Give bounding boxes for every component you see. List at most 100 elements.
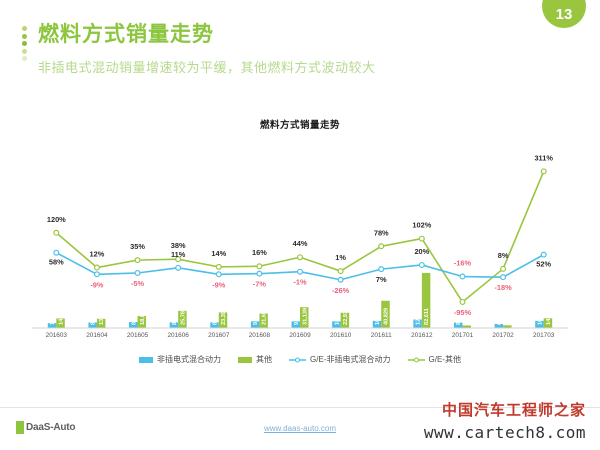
line-blue-value-label: -16%	[454, 259, 472, 268]
footer-url[interactable]: www.daas-auto.com	[263, 424, 337, 433]
line-blue-point[interactable]	[378, 266, 385, 273]
bar-blue[interactable]	[47, 323, 57, 328]
legend-item-3[interactable]: G/E-其他	[407, 354, 461, 365]
x-axis-label: 201603	[46, 332, 68, 339]
chart-canvas: 7,212 14,278 8,202 13,780 8,968 18,021 8,406 25…	[32, 153, 568, 339]
line-green-point[interactable]	[53, 229, 60, 236]
bar-green[interactable]	[259, 313, 268, 328]
bar-green[interactable]	[381, 300, 390, 328]
legend-item-2[interactable]: G/E-非插电式混合动力	[289, 354, 391, 365]
bar-green-label: 40,829	[383, 308, 389, 325]
watermark-url: www.cartech8.com	[423, 423, 586, 442]
line-green-value-label: 78%	[374, 228, 389, 237]
line-green-point[interactable]	[93, 264, 100, 271]
line-green-value-label: 44%	[293, 239, 308, 248]
line-green-point[interactable]	[175, 256, 182, 263]
bar-blue-label: 8,202	[91, 311, 97, 325]
bar-blue[interactable]	[413, 319, 422, 328]
line-blue-point[interactable]	[134, 270, 141, 277]
legend-bar-swatch	[139, 356, 154, 363]
bar-green[interactable]	[96, 318, 106, 328]
bar-blue[interactable]	[291, 321, 301, 328]
chart-card: 燃料方式销量走势 7,212 14,278 8,202 13,780 8,968 18,0…	[14, 112, 586, 390]
bar-green[interactable]	[218, 312, 228, 328]
line-green-point[interactable]	[540, 168, 547, 175]
bar-blue[interactable]	[332, 321, 341, 328]
bar-green[interactable]	[137, 315, 147, 328]
line-blue-point[interactable]	[418, 261, 425, 268]
legend-line-swatch	[289, 356, 307, 363]
bar-green[interactable]	[178, 310, 187, 328]
legend-item-0[interactable]: 非插电式混合动力	[139, 354, 221, 365]
bar-green[interactable]	[543, 318, 553, 328]
line-blue-point[interactable]	[93, 271, 100, 278]
page-subtitle: 非插电式混动销量增速较为平缓，其他燃料方式波动较大	[38, 60, 376, 75]
line-green-value-label: 8%	[498, 251, 509, 260]
bar-blue-label: 10,778	[537, 308, 543, 325]
bar-blue-label: 8,968	[131, 311, 137, 325]
line-green-point[interactable]	[215, 263, 222, 270]
legend-item-1[interactable]: 其他	[238, 354, 272, 365]
line-blue-value-label: 58%	[49, 258, 64, 267]
bar-group: 8,081 3,766	[453, 311, 471, 328]
line-blue-point[interactable]	[297, 268, 304, 275]
bar-blue-label: 10,027	[334, 308, 340, 325]
bar-green[interactable]	[503, 325, 512, 328]
line-blue-point[interactable]	[500, 274, 507, 281]
bar-green[interactable]	[462, 325, 471, 328]
bar-blue[interactable]	[210, 322, 219, 328]
bar-blue[interactable]	[250, 321, 260, 328]
line-blue-value-label: -9%	[90, 280, 104, 289]
line-blue-point[interactable]	[540, 251, 547, 258]
line-green-point[interactable]	[134, 257, 141, 264]
line-blue-point[interactable]	[459, 273, 466, 280]
line-blue-value-label: 11%	[171, 250, 186, 259]
line-blue-value-label: -5%	[131, 279, 145, 288]
line-green-point[interactable]	[337, 268, 344, 275]
bar-group: 8,406 25,785	[169, 308, 187, 328]
bar-green[interactable]	[340, 312, 350, 328]
line-blue-point[interactable]	[175, 264, 182, 271]
bar-green-label: 14,499	[546, 308, 552, 325]
bar-green[interactable]	[421, 272, 431, 328]
bar-green-label: 4,019	[505, 311, 511, 325]
line-green-point[interactable]	[256, 263, 263, 270]
line-blue-value-label: -18%	[494, 283, 512, 292]
bar-blue[interactable]	[535, 320, 544, 328]
bar-group: 10,749 40,829	[372, 300, 390, 328]
bar-blue-label: 7,212	[50, 311, 56, 325]
line-blue-value-label: 20%	[414, 247, 429, 256]
bar-green[interactable]	[300, 307, 309, 328]
bar-blue-label: 8,443	[213, 311, 219, 325]
bar-green[interactable]	[56, 318, 65, 328]
line-green-value-label: 102%	[412, 221, 431, 230]
bar-group: 9,892 31,139	[291, 307, 309, 328]
line-green-point[interactable]	[297, 254, 304, 261]
line-blue-value-label: 7%	[376, 275, 387, 284]
line-green-value-label: 311%	[534, 153, 553, 162]
watermark-chinese: 中国汽车工程师之家	[441, 401, 586, 419]
line-green-value-label: 12%	[90, 250, 105, 259]
page-number: 13	[555, 6, 573, 23]
decorative-dots-icon	[22, 26, 31, 64]
line-blue-point[interactable]	[256, 270, 263, 277]
line-green-point[interactable]	[378, 243, 385, 250]
bar-group: 6,101 4,019	[494, 311, 512, 328]
bar-blue[interactable]	[129, 322, 138, 328]
line-green-point[interactable]	[459, 298, 466, 305]
bar-group: 8,968 18,021	[129, 308, 147, 328]
x-axis-label: 201607	[208, 332, 230, 339]
bar-blue[interactable]	[169, 322, 179, 328]
line-blue-point[interactable]	[337, 276, 344, 283]
bar-blue[interactable]	[494, 323, 504, 328]
line-blue-point[interactable]	[53, 249, 60, 256]
bar-green-label: 14,278	[59, 308, 65, 325]
line-green-point[interactable]	[500, 265, 507, 272]
line-blue-point[interactable]	[215, 271, 222, 278]
bar-blue[interactable]	[372, 320, 382, 328]
bar-blue[interactable]	[88, 322, 97, 328]
line-green-point[interactable]	[418, 235, 425, 242]
bar-blue[interactable]	[453, 322, 463, 328]
bar-blue-label: 6,101	[497, 311, 503, 325]
bar-group: 9,951 21,603	[250, 308, 268, 328]
